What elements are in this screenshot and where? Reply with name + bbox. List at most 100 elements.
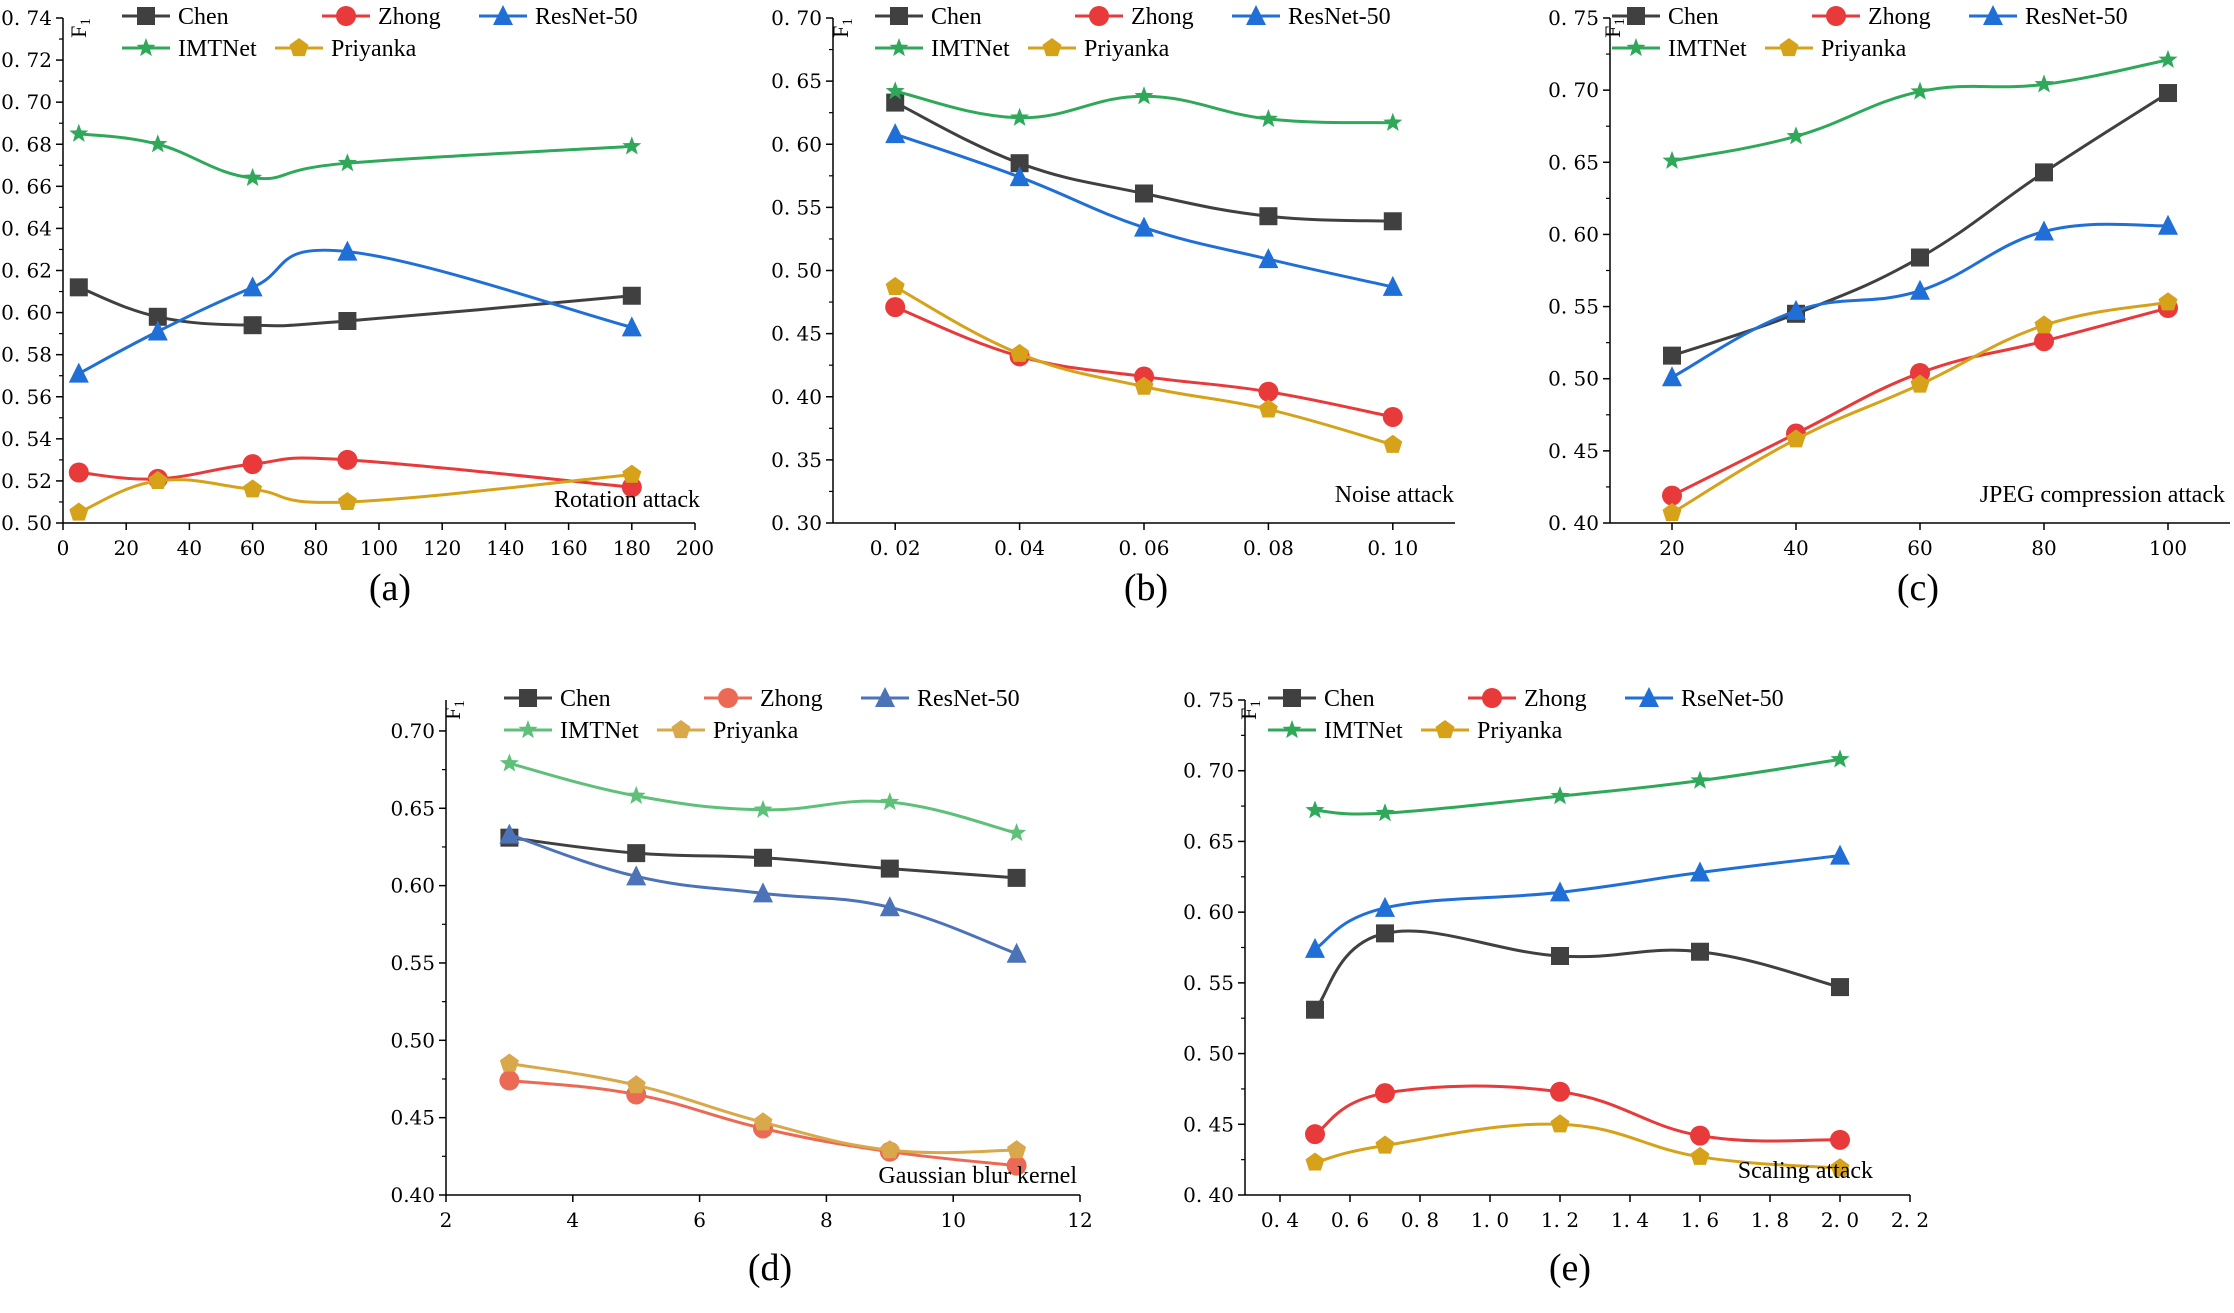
marker-Priyanka <box>1305 1152 1325 1171</box>
legend-label-RseNet-50: RseNet-50 <box>1681 686 1784 712</box>
x-tick-label: 180 <box>613 536 651 560</box>
legend-label-IMTNet: IMTNet <box>1324 718 1403 744</box>
marker-legend-IMTNet <box>889 38 909 57</box>
marker-ResNet-50 <box>1662 366 1682 387</box>
marker-legend-Zhong <box>1826 6 1846 26</box>
line-IMTNet <box>78 132 632 181</box>
series-IMTNet <box>69 123 642 187</box>
x-tick-label: 80 <box>303 536 328 560</box>
marker-legend-ResNet-50 <box>875 687 895 707</box>
marker-ResNet-50 <box>1258 248 1279 269</box>
x-tick-label: 100 <box>2149 536 2187 560</box>
series-Priyanka <box>69 464 642 521</box>
series-ResNet-50 <box>499 823 1027 963</box>
marker-IMTNet <box>337 153 357 172</box>
marker-Priyanka <box>626 1075 646 1094</box>
legend-label-ResNet-50: ResNet-50 <box>917 686 1020 712</box>
x-tick-label: 60 <box>1907 536 1932 560</box>
legend-label-ResNet-50: ResNet-50 <box>1288 4 1391 30</box>
marker-legend-ResNet-50 <box>1983 5 2003 25</box>
marker-Chen <box>2159 84 2177 103</box>
y-axis-label-sub: 1 <box>78 18 94 26</box>
legend-label-IMTNet: IMTNet <box>931 36 1010 62</box>
panel-caption: (e) <box>1549 1247 1591 1289</box>
series-Zhong <box>1662 298 2178 506</box>
legend-label-IMTNet: IMTNet <box>560 718 639 744</box>
y-tick-label: 0. 35 <box>771 448 822 472</box>
marker-Chen <box>754 848 772 867</box>
marker-IMTNet <box>1550 786 1570 805</box>
legend-label-IMTNet: IMTNet <box>1668 36 1747 62</box>
y-tick-label: 0. 56 <box>1 385 52 409</box>
marker-Chen <box>627 844 646 863</box>
x-tick-label: 8 <box>820 1208 833 1232</box>
marker-Zhong <box>885 297 906 318</box>
y-tick-label: 0. 62 <box>1 259 52 283</box>
marker-Chen <box>1010 154 1029 173</box>
y-tick-label: 0.55 <box>390 951 435 975</box>
x-tick-label: 40 <box>177 536 202 560</box>
marker-legend-IMTNet <box>136 38 156 57</box>
marker-legend-RseNet-50 <box>1639 687 1659 707</box>
y-axis-label-sub: 1 <box>452 700 468 708</box>
x-tick-label: 0. 02 <box>870 536 921 560</box>
panel-b: 0. 30 0. 35 0. 40 0. 45 0. 50 0. 55 0. 60 0. 65… <box>771 4 1455 609</box>
marker-legend-Zhong <box>1482 688 1502 708</box>
marker-Priyanka <box>1830 1158 1850 1177</box>
marker-Priyanka <box>1375 1135 1395 1154</box>
legend-label-Chen: Chen <box>931 4 982 30</box>
marker-Chen <box>1911 248 1929 267</box>
marker-ResNet-50 <box>1910 279 1930 300</box>
y-tick-label: 0. 50 <box>1 511 52 535</box>
marker-RseNet-50 <box>1830 844 1850 865</box>
marker-IMTNet <box>1305 800 1325 819</box>
y-tick-label: 0. 65 <box>1548 150 1599 174</box>
marker-IMTNet <box>1910 81 1930 100</box>
marker-Chen <box>2035 163 2053 182</box>
marker-Zhong <box>1305 1124 1325 1145</box>
marker-IMTNet <box>148 134 168 153</box>
marker-legend-ResNet-50 <box>1246 5 1266 25</box>
y-tick-label: 0. 75 <box>1548 6 1599 30</box>
marker-legend-Priyanka <box>671 720 691 739</box>
series-ResNet-50 <box>68 240 642 383</box>
marker-ResNet-50 <box>753 882 773 903</box>
y-axis-label: F1 <box>440 700 468 720</box>
x-tick-label: 0. 10 <box>1367 536 1418 560</box>
y-tick-label: 0. 64 <box>1 216 52 240</box>
marker-Zhong <box>1375 1083 1395 1104</box>
marker-ResNet-50 <box>499 823 520 844</box>
x-tick-label: 120 <box>423 536 461 560</box>
marker-Priyanka <box>753 1112 773 1131</box>
legend-label-ResNet-50: ResNet-50 <box>535 4 638 30</box>
marker-Chen <box>886 93 905 112</box>
marker-IMTNet <box>1258 109 1278 128</box>
panel-c: 0. 40 0. 45 0. 50 0. 55 0. 60 0. 65 0. 70 0. 75… <box>1548 4 2230 609</box>
marker-legend-Chen <box>1283 689 1301 707</box>
y-tick-label: 0. 52 <box>1 469 52 493</box>
y-tick-label: 0. 50 <box>1548 367 1599 391</box>
marker-Priyanka <box>1910 374 1930 393</box>
y-tick-label: 0. 68 <box>1 132 52 156</box>
x-tick-label: 12 <box>1067 1208 1092 1232</box>
y-axis-label-sub: 1 <box>1612 18 1628 26</box>
y-tick-label: 0. 40 <box>1183 1183 1234 1207</box>
marker-IMTNet <box>1010 107 1030 126</box>
line-Priyanka <box>78 473 632 514</box>
marker-RseNet-50 <box>1550 881 1570 902</box>
x-tick-label: 40 <box>1783 536 1808 560</box>
legend-label-Priyanka: Priyanka <box>1477 718 1563 744</box>
y-axis-label: F1 <box>1600 18 1628 38</box>
marker-Zhong <box>1690 1125 1710 1146</box>
chart-annotation: Gaussian blur kernel <box>878 1163 1077 1189</box>
y-tick-label: 0. 55 <box>771 195 822 219</box>
x-tick-label: 1. 4 <box>1611 1208 1649 1232</box>
marker-legend-Zhong <box>336 6 356 26</box>
y-tick-label: 0.65 <box>390 796 435 820</box>
marker-ResNet-50 <box>147 320 168 341</box>
marker-ResNet-50 <box>1786 299 1806 320</box>
legend: Chen Zhong RseNet-50 IMTNet Priyanka <box>1268 686 1784 744</box>
series-IMTNet <box>1305 749 1850 822</box>
legend-label-Zhong: Zhong <box>1524 686 1587 712</box>
x-tick-label: 60 <box>240 536 265 560</box>
